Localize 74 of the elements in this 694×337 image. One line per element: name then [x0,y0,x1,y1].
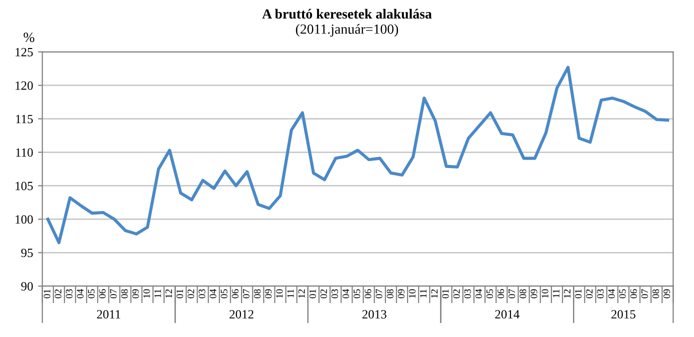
x-tick-label: 12 [166,289,172,298]
x-tick-label: 03 [464,289,471,298]
y-tick-label: 110 [16,148,33,157]
x-tick-label: 08 [652,289,660,298]
x-tick-label: 11 [420,289,426,298]
x-tick-label: 05 [220,289,228,298]
x-tick-label: 12 [298,289,305,298]
x-tick-label: 06 [630,289,637,298]
x-tick-label: 04 [342,289,350,298]
x-tick-label: 05 [88,289,95,298]
x-tick-label: 09 [265,289,272,298]
x-tick-label: 08 [121,289,128,298]
text: 2014 [495,310,520,319]
x-tick-label: 04 [76,289,84,298]
x-tick-label: 04 [210,289,216,298]
x-tick-label: 03 [66,289,72,298]
y-tick-label: 115 [16,114,33,124]
x-tick-label: 05 [486,289,493,298]
x-tick-label: 03 [198,289,206,298]
x-tick-label: 01 [44,289,50,298]
x-tick-label: 06 [498,289,504,298]
text: 2012 [230,310,254,319]
y-tick-label: 120 [16,81,33,90]
x-tick-label: 07 [376,289,382,298]
x-tick-label: 07 [641,289,648,298]
x-tick-label: 01 [574,289,582,298]
x-tick-label: 06 [232,289,238,298]
y-tick-label: 105 [16,182,33,190]
x-tick-label: 08 [520,289,526,298]
x-tick-label: 11 [552,289,560,298]
x-tick-label: 01 [309,289,316,298]
x-tick-label: 07 [242,289,250,298]
x-tick-label: 02 [453,289,460,298]
x-tick-label: 02 [320,289,327,298]
x-tick-label: 10 [143,289,150,298]
x-tick-label: 11 [287,289,294,298]
x-tick-label: 03 [331,289,338,298]
x-tick-label: 05 [619,289,626,298]
x-tick-label: 01 [442,289,449,298]
x-tick-label: 09 [530,289,538,298]
y-tick-label: 100 [16,215,33,224]
y-axis-title: % [24,32,34,42]
x-tick-label: 09 [664,289,670,298]
chart-title: A bruttó keresetek alakulása [262,8,432,19]
x-tick-label: 05 [354,289,360,298]
text: 2011 [97,310,120,319]
x-tick-label: 10 [542,289,548,298]
x-tick-label: 03 [597,289,604,298]
y-tick-label: 95 [21,248,33,258]
x-tick-label: 06 [364,289,372,298]
x-tick-label: 08 [254,289,261,298]
x-tick-label: 02 [54,289,62,298]
x-tick-label: 12 [564,289,570,298]
x-tick-label: 10 [408,289,416,298]
y-tick-label: 125 [16,48,33,56]
x-tick-label: 12 [431,289,438,298]
x-tick-label: 04 [475,289,482,298]
x-tick-label: 07 [110,289,117,298]
x-tick-label: 01 [176,289,184,298]
x-tick-label: 02 [188,289,194,298]
x-tick-label: 10 [276,289,283,298]
x-tick-label: 04 [608,289,615,298]
x-tick-label: 11 [154,289,161,298]
line-series [46,66,670,244]
x-tick-label: 02 [586,289,593,298]
x-tick-label: 09 [132,289,139,298]
x-tick-label: 07 [508,289,516,298]
x-tick-label: 08 [386,289,394,298]
y-tick-label: 90 [21,282,33,291]
chart-subtitle: (2011.január=100) [296,24,398,37]
text: 2015 [611,310,636,319]
x-tick-label: 09 [398,289,404,298]
text: 2013 [362,310,386,319]
x-tick-label: 06 [99,289,106,298]
